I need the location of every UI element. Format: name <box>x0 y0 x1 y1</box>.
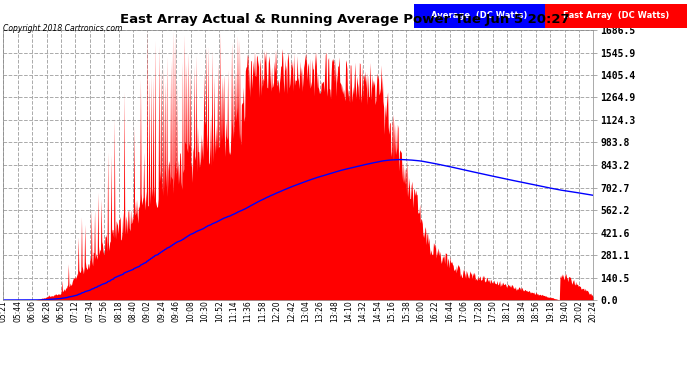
Text: 18:56: 18:56 <box>531 300 540 322</box>
Text: 13:48: 13:48 <box>330 300 339 322</box>
Text: 07:12: 07:12 <box>71 300 80 322</box>
Text: 13:26: 13:26 <box>315 300 324 322</box>
Text: 10:52: 10:52 <box>215 300 224 322</box>
Text: Copyright 2018 Cartronics.com: Copyright 2018 Cartronics.com <box>3 24 123 33</box>
Text: 06:06: 06:06 <box>28 300 37 322</box>
Text: 19:40: 19:40 <box>560 300 569 322</box>
Text: 17:28: 17:28 <box>474 300 483 322</box>
Text: 19:18: 19:18 <box>546 300 555 322</box>
Text: 18:12: 18:12 <box>502 300 511 321</box>
Text: 17:06: 17:06 <box>460 300 469 322</box>
Text: 06:50: 06:50 <box>57 300 66 322</box>
Text: 15:16: 15:16 <box>388 300 397 322</box>
Text: 12:42: 12:42 <box>287 300 296 322</box>
Text: 17:50: 17:50 <box>489 300 497 322</box>
Text: 16:44: 16:44 <box>445 300 454 322</box>
Text: 20:24: 20:24 <box>589 300 598 322</box>
Text: 08:18: 08:18 <box>114 300 123 322</box>
Text: 10:30: 10:30 <box>200 300 209 322</box>
Bar <box>545 4 687 28</box>
Text: 20:02: 20:02 <box>575 300 584 322</box>
Text: 16:00: 16:00 <box>416 300 425 322</box>
Text: 06:28: 06:28 <box>42 300 51 322</box>
Text: East Array  (DC Watts): East Array (DC Watts) <box>562 12 669 20</box>
Text: 07:34: 07:34 <box>86 300 95 322</box>
Text: 08:40: 08:40 <box>128 300 137 322</box>
Text: 10:08: 10:08 <box>186 300 195 322</box>
Text: 05:21: 05:21 <box>0 300 8 322</box>
Text: 14:10: 14:10 <box>344 300 353 322</box>
Text: 11:36: 11:36 <box>244 300 253 322</box>
Text: 09:24: 09:24 <box>157 300 166 322</box>
Text: Average  (DC Watts): Average (DC Watts) <box>431 12 528 20</box>
Text: 18:34: 18:34 <box>517 300 526 322</box>
Text: 05:44: 05:44 <box>13 300 22 322</box>
Text: 11:58: 11:58 <box>258 300 267 322</box>
Text: 12:20: 12:20 <box>273 300 282 322</box>
Text: 09:46: 09:46 <box>172 300 181 322</box>
Text: 07:56: 07:56 <box>99 300 108 322</box>
Text: 16:22: 16:22 <box>431 300 440 322</box>
Text: East Array Actual & Running Average Power Tue Jun 5 20:27: East Array Actual & Running Average Powe… <box>120 13 570 26</box>
Text: 14:32: 14:32 <box>359 300 368 322</box>
Text: 15:38: 15:38 <box>402 300 411 322</box>
Text: 11:14: 11:14 <box>229 300 238 322</box>
Bar <box>414 4 545 28</box>
Text: 14:54: 14:54 <box>373 300 382 322</box>
Text: 13:04: 13:04 <box>301 300 310 322</box>
Text: 09:02: 09:02 <box>143 300 152 322</box>
